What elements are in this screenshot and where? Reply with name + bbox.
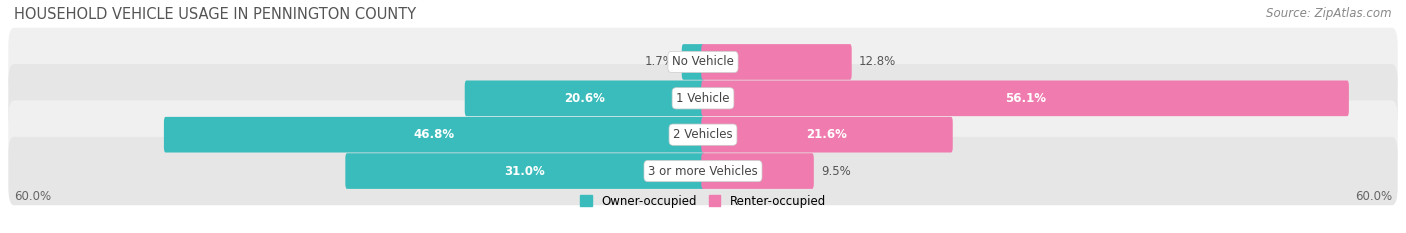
Text: 9.5%: 9.5% (821, 164, 851, 178)
Text: 12.8%: 12.8% (859, 55, 897, 69)
FancyBboxPatch shape (165, 117, 704, 153)
Text: 31.0%: 31.0% (505, 164, 546, 178)
Text: 3 or more Vehicles: 3 or more Vehicles (648, 164, 758, 178)
FancyBboxPatch shape (8, 64, 1398, 133)
Text: 56.1%: 56.1% (1004, 92, 1046, 105)
Legend: Owner-occupied, Renter-occupied: Owner-occupied, Renter-occupied (579, 195, 827, 208)
Text: No Vehicle: No Vehicle (672, 55, 734, 69)
FancyBboxPatch shape (702, 153, 814, 189)
Text: 21.6%: 21.6% (807, 128, 848, 141)
FancyBboxPatch shape (8, 28, 1398, 96)
FancyBboxPatch shape (346, 153, 704, 189)
Text: 1 Vehicle: 1 Vehicle (676, 92, 730, 105)
Text: 60.0%: 60.0% (14, 190, 51, 203)
FancyBboxPatch shape (8, 137, 1398, 205)
Text: 1.7%: 1.7% (644, 55, 675, 69)
Text: HOUSEHOLD VEHICLE USAGE IN PENNINGTON COUNTY: HOUSEHOLD VEHICLE USAGE IN PENNINGTON CO… (14, 7, 416, 22)
Text: 2 Vehicles: 2 Vehicles (673, 128, 733, 141)
Text: 60.0%: 60.0% (1355, 190, 1392, 203)
FancyBboxPatch shape (702, 44, 852, 80)
FancyBboxPatch shape (682, 44, 704, 80)
FancyBboxPatch shape (465, 80, 704, 116)
FancyBboxPatch shape (702, 80, 1348, 116)
Text: 46.8%: 46.8% (413, 128, 456, 141)
FancyBboxPatch shape (702, 117, 953, 153)
Text: Source: ZipAtlas.com: Source: ZipAtlas.com (1267, 7, 1392, 20)
FancyBboxPatch shape (8, 100, 1398, 169)
Text: 20.6%: 20.6% (564, 92, 605, 105)
